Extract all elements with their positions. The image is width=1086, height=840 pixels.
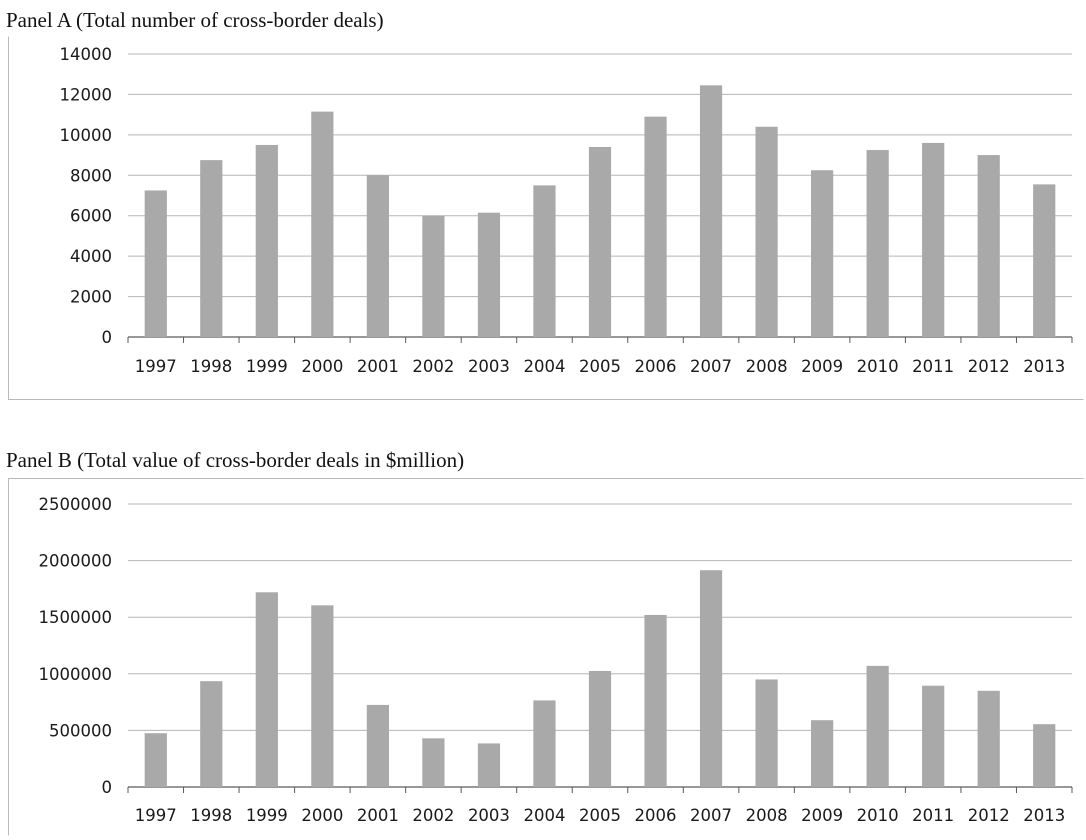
x-tick-label: 2006 bbox=[635, 806, 677, 825]
x-tick-label: 2003 bbox=[468, 357, 510, 376]
x-tick-label: 2004 bbox=[523, 806, 565, 825]
bar bbox=[477, 743, 501, 787]
x-tick-label: 2011 bbox=[912, 806, 954, 825]
x-tick-label: 1998 bbox=[190, 806, 232, 825]
y-tick-label: 2500000 bbox=[39, 495, 113, 514]
x-tick-label: 2010 bbox=[857, 806, 899, 825]
y-tick-label: 14000 bbox=[60, 45, 113, 64]
x-tick-label: 1999 bbox=[246, 806, 288, 825]
x-tick-label: 2005 bbox=[579, 806, 621, 825]
bar bbox=[200, 681, 223, 787]
bar bbox=[533, 700, 556, 787]
x-tick-label: 2004 bbox=[523, 357, 565, 376]
panel-a-frame bbox=[8, 36, 1084, 400]
y-tick-label: 10000 bbox=[60, 126, 113, 145]
bar bbox=[588, 146, 612, 337]
x-tick-label: 2011 bbox=[912, 357, 954, 376]
bar bbox=[977, 690, 1000, 787]
x-tick-label: 2002 bbox=[412, 357, 454, 376]
x-tick-label: 2007 bbox=[690, 806, 732, 825]
x-tick-label: 2000 bbox=[301, 806, 343, 825]
x-tick-label: 2001 bbox=[357, 806, 399, 825]
y-tick-label: 0 bbox=[102, 328, 113, 347]
bar bbox=[200, 160, 223, 337]
y-tick-label: 4000 bbox=[70, 247, 112, 266]
x-tick-label: 1997 bbox=[135, 357, 177, 376]
panel-a-title: Panel A (Total number of cross-border de… bbox=[6, 8, 384, 32]
bar bbox=[144, 190, 167, 337]
x-tick-label: 1998 bbox=[190, 357, 232, 376]
bar bbox=[255, 144, 278, 337]
bar bbox=[422, 215, 445, 337]
bar bbox=[866, 150, 889, 337]
bar bbox=[1033, 724, 1056, 787]
bar bbox=[422, 738, 445, 787]
x-tick-label: 2012 bbox=[968, 357, 1010, 376]
bar bbox=[811, 170, 834, 337]
x-tick-label: 2009 bbox=[801, 806, 843, 825]
bar bbox=[922, 142, 945, 337]
x-tick-label: 2005 bbox=[579, 357, 621, 376]
bar bbox=[588, 670, 612, 787]
bar bbox=[644, 614, 667, 787]
x-tick-label: 2001 bbox=[357, 357, 399, 376]
bar bbox=[311, 111, 334, 337]
bar bbox=[755, 679, 778, 787]
y-tick-label: 0 bbox=[102, 778, 113, 797]
panel-b-frame bbox=[8, 478, 1084, 836]
bar bbox=[477, 212, 501, 337]
bar bbox=[866, 665, 889, 787]
y-tick-label: 1500000 bbox=[39, 608, 113, 627]
x-tick-label: 2007 bbox=[690, 357, 732, 376]
x-tick-label: 2002 bbox=[412, 806, 454, 825]
bar bbox=[1033, 184, 1056, 337]
y-tick-label: 12000 bbox=[60, 85, 113, 104]
bar bbox=[922, 685, 945, 787]
bar bbox=[699, 85, 723, 337]
x-tick-label: 2003 bbox=[468, 806, 510, 825]
bar bbox=[644, 116, 667, 338]
x-tick-label: 2006 bbox=[635, 357, 677, 376]
x-tick-label: 2013 bbox=[1023, 806, 1065, 825]
x-tick-label: 2008 bbox=[746, 357, 788, 376]
x-tick-label: 2010 bbox=[857, 357, 899, 376]
bar bbox=[366, 175, 389, 337]
y-tick-label: 2000000 bbox=[39, 552, 113, 571]
x-tick-label: 2000 bbox=[301, 357, 343, 376]
bar bbox=[311, 605, 334, 787]
bar bbox=[977, 155, 1000, 337]
y-tick-label: 500000 bbox=[49, 721, 112, 740]
bar bbox=[366, 704, 389, 787]
y-tick-label: 6000 bbox=[70, 207, 112, 226]
x-tick-label: 2012 bbox=[968, 806, 1010, 825]
panel-b-title: Panel B (Total value of cross-border dea… bbox=[6, 448, 465, 472]
bar bbox=[699, 570, 723, 787]
bar bbox=[811, 720, 834, 787]
y-tick-label: 1000000 bbox=[39, 665, 113, 684]
bar bbox=[533, 185, 556, 337]
x-tick-label: 2013 bbox=[1023, 357, 1065, 376]
x-tick-label: 1997 bbox=[135, 806, 177, 825]
y-tick-label: 2000 bbox=[70, 288, 112, 307]
x-tick-label: 2008 bbox=[746, 806, 788, 825]
bar bbox=[755, 126, 778, 338]
bar bbox=[144, 733, 167, 787]
bar bbox=[255, 592, 278, 787]
panel-a-chart: 0 2000 4000 6000 8000 10000 12000 14000 1997 1998… bbox=[60, 45, 1073, 376]
y-tick-label: 8000 bbox=[70, 166, 112, 185]
x-tick-label: 1999 bbox=[246, 357, 288, 376]
x-tick-label: 2009 bbox=[801, 357, 843, 376]
